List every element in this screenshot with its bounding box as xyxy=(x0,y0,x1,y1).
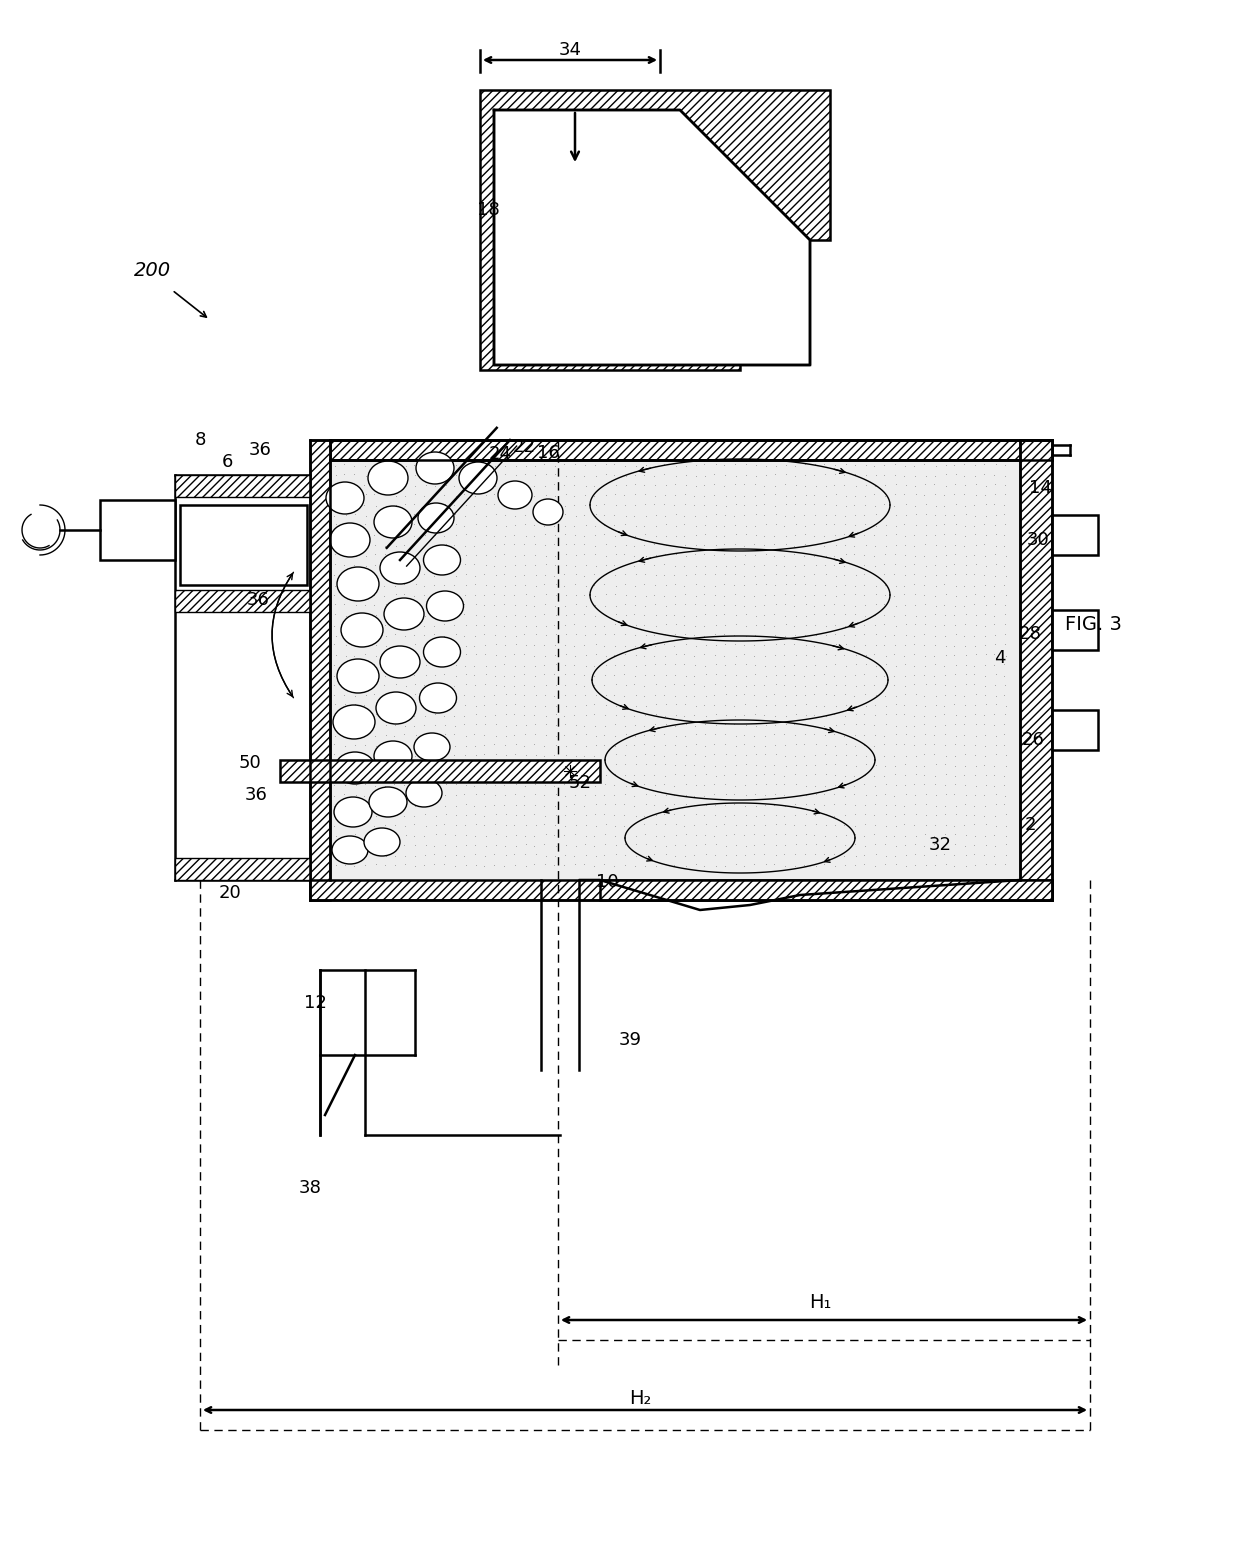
Text: 8: 8 xyxy=(195,430,206,449)
Text: 39: 39 xyxy=(619,1031,641,1049)
Text: 12: 12 xyxy=(304,994,326,1012)
Text: 24: 24 xyxy=(489,444,511,463)
Polygon shape xyxy=(1021,440,1052,900)
Ellipse shape xyxy=(384,599,424,630)
Text: 10: 10 xyxy=(595,873,619,890)
Text: H₂: H₂ xyxy=(629,1389,651,1407)
Ellipse shape xyxy=(424,545,460,576)
Text: 34: 34 xyxy=(558,42,582,59)
Ellipse shape xyxy=(415,452,454,485)
Polygon shape xyxy=(280,761,600,782)
Polygon shape xyxy=(1052,710,1097,750)
Ellipse shape xyxy=(365,829,401,856)
Polygon shape xyxy=(330,440,1052,460)
Text: 22: 22 xyxy=(512,438,536,457)
Ellipse shape xyxy=(326,481,365,514)
Polygon shape xyxy=(480,89,830,370)
Polygon shape xyxy=(180,505,308,585)
Ellipse shape xyxy=(379,552,420,583)
Ellipse shape xyxy=(368,461,408,495)
Ellipse shape xyxy=(405,779,441,807)
Text: 16: 16 xyxy=(537,444,559,461)
Text: 4: 4 xyxy=(994,650,1006,667)
Ellipse shape xyxy=(424,637,460,667)
Ellipse shape xyxy=(334,705,374,739)
Polygon shape xyxy=(175,475,310,497)
Ellipse shape xyxy=(337,659,379,693)
Text: 36: 36 xyxy=(244,785,268,804)
Text: 28: 28 xyxy=(1018,625,1042,643)
Text: 6: 6 xyxy=(221,454,233,471)
Polygon shape xyxy=(310,880,1052,900)
Ellipse shape xyxy=(379,647,420,677)
Text: 14: 14 xyxy=(1028,478,1052,497)
Polygon shape xyxy=(310,440,330,900)
Polygon shape xyxy=(1052,609,1097,650)
Ellipse shape xyxy=(418,503,454,532)
Text: 20: 20 xyxy=(218,884,242,903)
Ellipse shape xyxy=(334,798,372,827)
Text: 36: 36 xyxy=(248,441,272,458)
Text: 50: 50 xyxy=(238,755,262,772)
Ellipse shape xyxy=(414,733,450,761)
Text: 52: 52 xyxy=(568,775,591,792)
Text: 18: 18 xyxy=(476,201,500,219)
Ellipse shape xyxy=(341,613,383,647)
Ellipse shape xyxy=(370,787,407,816)
Text: 2: 2 xyxy=(1024,816,1035,835)
Ellipse shape xyxy=(427,591,464,620)
Ellipse shape xyxy=(330,523,370,557)
Polygon shape xyxy=(175,858,310,880)
Ellipse shape xyxy=(335,751,374,784)
Ellipse shape xyxy=(459,461,497,494)
Polygon shape xyxy=(330,460,1021,880)
Polygon shape xyxy=(1052,515,1097,555)
Text: 32: 32 xyxy=(929,836,951,853)
Text: 36: 36 xyxy=(247,591,269,609)
Ellipse shape xyxy=(419,684,456,713)
Text: 26: 26 xyxy=(1022,731,1044,748)
Polygon shape xyxy=(600,880,1052,900)
Ellipse shape xyxy=(337,566,379,602)
Text: 30: 30 xyxy=(1027,531,1049,549)
Ellipse shape xyxy=(374,741,412,772)
Polygon shape xyxy=(494,110,810,366)
Text: H₁: H₁ xyxy=(808,1293,831,1312)
Polygon shape xyxy=(100,500,175,560)
Ellipse shape xyxy=(332,836,368,864)
Polygon shape xyxy=(175,589,310,613)
Ellipse shape xyxy=(533,498,563,525)
Ellipse shape xyxy=(376,691,415,724)
Text: 38: 38 xyxy=(299,1179,321,1197)
Ellipse shape xyxy=(374,506,412,539)
Text: FIG. 3: FIG. 3 xyxy=(1065,616,1122,634)
Ellipse shape xyxy=(498,481,532,509)
Text: 200: 200 xyxy=(134,261,171,279)
